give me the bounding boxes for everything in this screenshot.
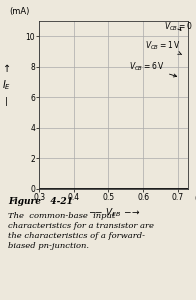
Text: $I_E$: $I_E$ (2, 78, 11, 92)
Text: Figure   4-21: Figure 4-21 (8, 196, 73, 206)
Text: (mA): (mA) (9, 7, 30, 16)
Text: $V_{CB}=6\,\mathrm{V}$: $V_{CB}=6\,\mathrm{V}$ (129, 61, 177, 77)
Text: $-\!\!-\,V_{EB}\,-\!\!\rightarrow$: $-\!\!-\,V_{EB}\,-\!\!\rightarrow$ (88, 206, 140, 219)
Text: (V): (V) (194, 194, 196, 203)
Text: $V_{CB}=0$: $V_{CB}=0$ (164, 21, 192, 33)
Text: $\uparrow$: $\uparrow$ (1, 62, 11, 74)
Text: $V_{CB}=1\,\mathrm{V}$: $V_{CB}=1\,\mathrm{V}$ (145, 39, 182, 55)
Text: |: | (5, 97, 8, 106)
Text: The  common-base  input
characteristics for a transistor are
the characteristics: The common-base input characteristics fo… (8, 212, 154, 250)
